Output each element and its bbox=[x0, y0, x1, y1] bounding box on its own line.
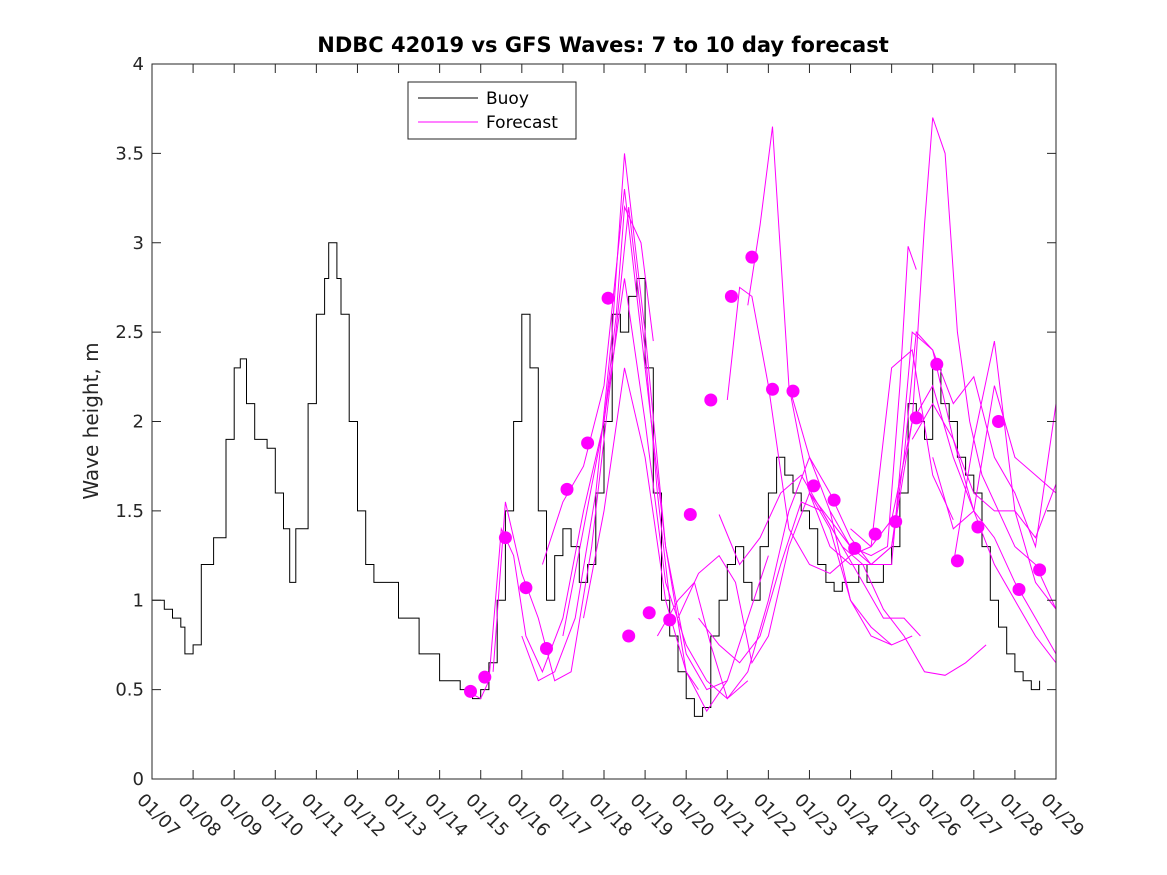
forecast-marker bbox=[807, 479, 821, 493]
forecast-marker bbox=[1012, 583, 1026, 596]
forecast-marker bbox=[930, 357, 944, 371]
forecast-marker bbox=[724, 289, 738, 303]
forecast-marker bbox=[1033, 563, 1047, 577]
forecast-marker bbox=[464, 684, 477, 698]
forecast-line bbox=[698, 501, 921, 664]
forecast-marker bbox=[581, 436, 595, 450]
forecast-marker bbox=[601, 291, 615, 305]
axes-layer bbox=[151, 63, 1057, 780]
legend: Buoy Forecast bbox=[407, 81, 577, 140]
forecast-line bbox=[677, 491, 913, 665]
forecast-line bbox=[911, 402, 1056, 539]
y-tick-label: 2 bbox=[133, 412, 144, 433]
y-tick-label: 0.5 bbox=[115, 680, 144, 701]
y-tick-label: 1 bbox=[133, 590, 144, 611]
forecast-marker bbox=[683, 508, 697, 521]
forecast-line bbox=[583, 367, 769, 713]
forecast-line bbox=[492, 206, 671, 682]
forecast-line bbox=[718, 474, 987, 676]
y-tick-label: 0 bbox=[133, 769, 144, 790]
y-tick-label: 2.5 bbox=[115, 322, 144, 343]
forecast-marker bbox=[642, 606, 656, 620]
chart-title: NDBC 42019 vs GFS Waves: 7 to 10 day for… bbox=[317, 33, 888, 57]
forecast-line bbox=[726, 286, 954, 574]
legend-box bbox=[407, 81, 577, 140]
forecast-marker bbox=[909, 411, 923, 425]
forecast-marker bbox=[519, 581, 533, 595]
forecast-line bbox=[521, 153, 699, 690]
y-tick-label: 4 bbox=[133, 54, 144, 75]
forecast-marker bbox=[786, 384, 800, 398]
forecast-marker bbox=[622, 629, 636, 643]
forecast-line bbox=[850, 117, 1056, 610]
forecast-marker bbox=[478, 670, 492, 684]
data-layer bbox=[152, 117, 1056, 717]
forecast-marker bbox=[889, 515, 903, 529]
forecast-line bbox=[952, 340, 1056, 610]
forecast-marker bbox=[540, 642, 553, 655]
forecast-marker bbox=[848, 541, 862, 555]
forecast-marker bbox=[663, 613, 677, 627]
forecast-marker bbox=[950, 554, 964, 568]
legend-buoy-label: Buoy bbox=[486, 89, 529, 109]
forecast-marker bbox=[992, 415, 1005, 428]
forecast-line bbox=[747, 126, 1056, 565]
forecast-marker bbox=[745, 250, 759, 264]
forecast-marker bbox=[971, 520, 985, 534]
forecast-marker bbox=[498, 531, 512, 545]
forecast-marker bbox=[827, 493, 841, 507]
y-tick-label: 1.5 bbox=[115, 501, 144, 522]
buoy-line bbox=[152, 242, 1041, 717]
forecast-marker bbox=[766, 382, 779, 396]
y-tick-label: 3 bbox=[133, 233, 144, 254]
forecast-marker bbox=[560, 482, 574, 496]
forecast-marker bbox=[704, 393, 718, 407]
legend-forecast-label: Forecast bbox=[486, 113, 558, 133]
forecast-line bbox=[541, 189, 728, 691]
forecast-line bbox=[562, 278, 749, 700]
forecast-marker bbox=[868, 527, 882, 541]
y-axis: 0 0.5 1 1.5 2 2.5 3 3.5 4 bbox=[115, 54, 144, 790]
y-tick-label: 3.5 bbox=[115, 143, 144, 164]
forecast-line bbox=[932, 385, 1056, 530]
y-axis-label: Wave height, m bbox=[79, 342, 103, 499]
forecast-line bbox=[470, 205, 654, 700]
